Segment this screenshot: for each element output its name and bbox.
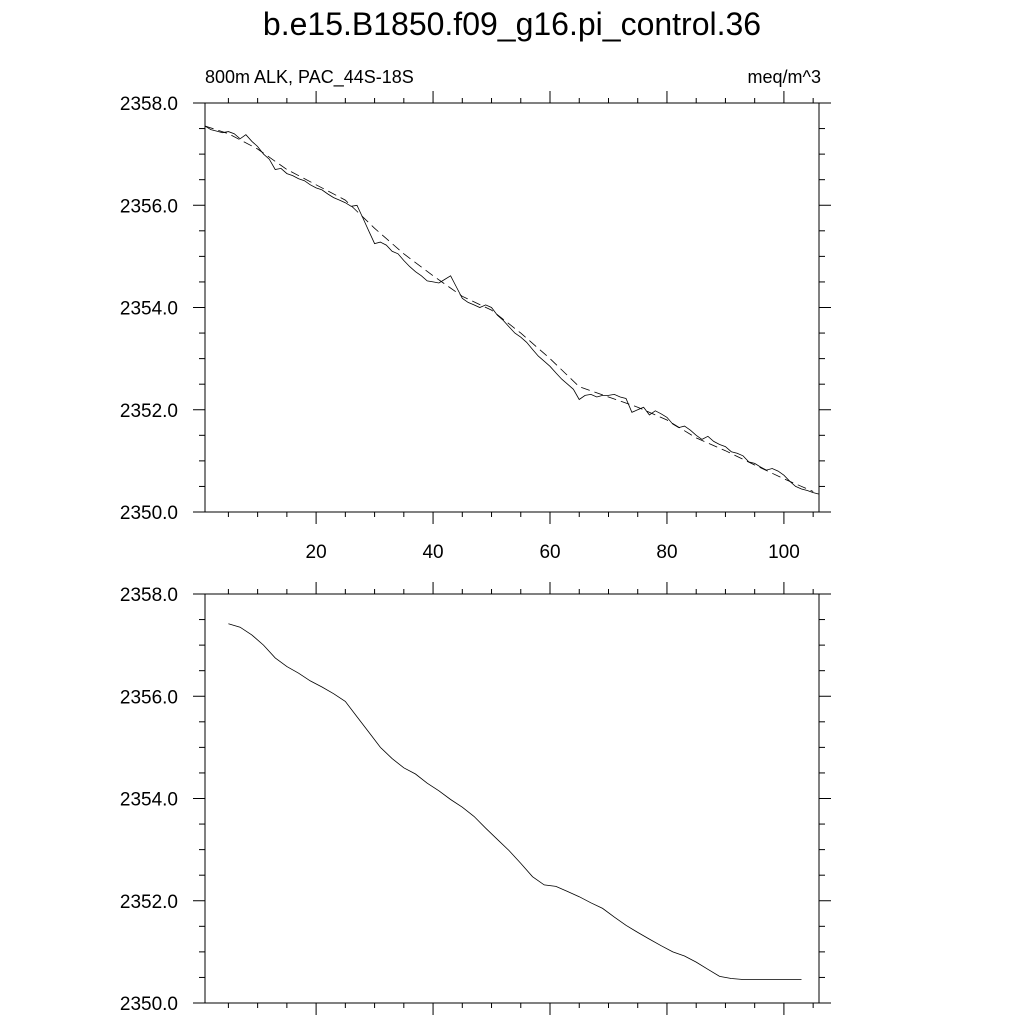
y-tick-label: 2350.0 (120, 994, 178, 1015)
figure-title: b.e15.B1850.f09_g16.pi_control.36 (262, 6, 762, 42)
plot-frame (204, 102, 820, 513)
x-tick-label: 60 (539, 542, 560, 563)
plot-frame (204, 593, 820, 1004)
trend-line (204, 125, 814, 492)
top-panel: 2350.0 2352.0 2354.0 2356.0 2358.0 20 40 60 80 10… (120, 67, 831, 563)
y-tick-label: 2352.0 (120, 401, 178, 422)
y-tick-label: 2354.0 (120, 790, 178, 811)
data-series-line (228, 623, 802, 980)
x-tick-label: 100 (768, 542, 800, 563)
x-tick-label: 40 (422, 542, 443, 563)
y-tick-label: 2356.0 (120, 687, 178, 708)
y-tick-label: 2350.0 (120, 503, 178, 524)
y-tick-label: 2352.0 (120, 892, 178, 913)
panel-title-right: meq/m^3 (748, 67, 821, 87)
y-tick-label: 2358.0 (120, 94, 178, 115)
y-tick-label: 2354.0 (120, 299, 178, 320)
panel-title-left: 800m ALK, PAC_44S-18S (205, 67, 414, 88)
y-tick-label: 2358.0 (120, 585, 178, 606)
bottom-panel: 2350.0 2352.0 2354.0 2356.0 2358.0 (120, 582, 831, 1015)
x-tick-label: 80 (656, 542, 677, 563)
y-tick-label: 2356.0 (120, 196, 178, 217)
x-tick-label: 20 (306, 542, 327, 563)
data-series-line (204, 125, 820, 495)
